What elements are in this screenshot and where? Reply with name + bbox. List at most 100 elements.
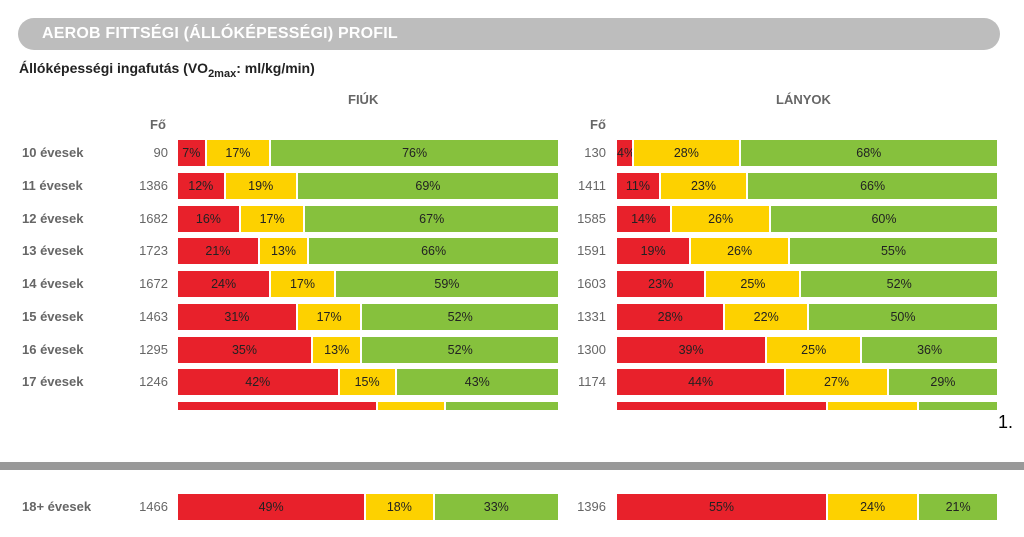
- bar-segment: 66%: [307, 238, 558, 264]
- bar-segment: 4%: [617, 140, 633, 166]
- panel-title-girls: LÁNYOK: [776, 92, 831, 107]
- data-label: 17%: [289, 277, 315, 291]
- data-label: 25%: [801, 343, 827, 357]
- bar-segment: 13%: [311, 337, 361, 363]
- cutoff-segment: [617, 402, 826, 410]
- stacked-bar: 19% 26% 55%: [617, 238, 997, 264]
- data-label: 11%: [625, 179, 650, 193]
- stacked-bar: 14% 26% 60%: [617, 206, 997, 232]
- subtitle-suffix: : ml/kg/min): [236, 60, 315, 76]
- sample-size: 1672: [139, 276, 168, 291]
- bar-segment: 69%: [295, 173, 558, 199]
- data-label: 59%: [434, 277, 460, 291]
- category-label: 16 évesek: [22, 342, 84, 357]
- bar-segment: 17%: [295, 304, 361, 330]
- category-label: 17 évesek: [22, 374, 84, 389]
- bar-segment: 36%: [860, 337, 997, 363]
- bar-segment: 14%: [617, 206, 671, 232]
- bar-segment: 52%: [360, 337, 558, 363]
- sample-size: 90: [153, 145, 168, 160]
- data-label: 68%: [856, 146, 882, 160]
- bar-segment: 67%: [303, 206, 558, 232]
- data-label: 36%: [917, 343, 943, 357]
- sample-size: 1386: [139, 178, 168, 193]
- bar-segment: 23%: [658, 173, 747, 199]
- bar-segment: 17%: [238, 206, 304, 232]
- sample-size: 1682: [139, 211, 168, 226]
- bar-segment: 17%: [204, 140, 270, 166]
- stacked-bar: 39% 25% 36%: [617, 337, 997, 363]
- data-label: 29%: [930, 375, 956, 389]
- data-label: 28%: [657, 310, 683, 324]
- bar-segment: 27%: [784, 369, 887, 395]
- sample-size: 1246: [139, 374, 168, 389]
- stacked-bar: 23% 25% 52%: [617, 271, 997, 297]
- subtitle-subscript: 2max: [208, 67, 237, 80]
- data-label: 28%: [673, 146, 699, 160]
- bar-segment: 12%: [178, 173, 224, 199]
- data-label: 27%: [823, 375, 849, 389]
- bar-segment: 28%: [617, 304, 724, 330]
- data-label: 39%: [678, 343, 704, 357]
- bar-segment: 24%: [826, 494, 918, 520]
- data-label: 4%: [617, 146, 632, 160]
- data-label: 12%: [188, 179, 214, 193]
- stacked-bar: 44% 27% 29%: [617, 369, 997, 395]
- data-label: 33%: [483, 500, 509, 514]
- bar-segment: 76%: [269, 140, 558, 166]
- bar-segment: 35%: [178, 337, 311, 363]
- data-label: 22%: [753, 310, 779, 324]
- bar-segment: 17%: [269, 271, 334, 297]
- data-label: 43%: [464, 375, 490, 389]
- stacked-bar: 24% 17% 59%: [178, 271, 558, 297]
- cutoff-segment: [178, 402, 376, 410]
- data-label: 21%: [945, 500, 971, 514]
- cutoff-segment: [917, 402, 997, 410]
- stacked-bar: 11% 23% 66%: [617, 173, 997, 199]
- stacked-bar: 28% 22% 50%: [617, 304, 997, 330]
- stacked-bar: 42% 15% 43%: [178, 369, 558, 395]
- bar-segment: 66%: [746, 173, 997, 199]
- stacked-bar: 7% 17% 76%: [178, 140, 558, 166]
- section-divider: [0, 462, 1024, 470]
- bar-segment: 25%: [704, 271, 800, 297]
- data-label: 7%: [182, 146, 201, 160]
- bar-segment: 25%: [765, 337, 861, 363]
- data-label: 26%: [708, 212, 734, 226]
- data-label: 69%: [415, 179, 441, 193]
- bar-segment: 43%: [394, 369, 558, 395]
- sample-size: 1295: [139, 342, 168, 357]
- sample-size: 1723: [139, 243, 168, 258]
- data-label: 17%: [316, 310, 342, 324]
- bar-segment: 21%: [178, 238, 258, 264]
- sample-size: 1300: [577, 342, 606, 357]
- subtitle-main: Állóképességi ingafutás (VO: [19, 60, 209, 76]
- category-label: 15 évesek: [22, 309, 84, 324]
- bar-segment: 60%: [769, 206, 997, 232]
- data-label: 16%: [195, 212, 221, 226]
- data-label: 24%: [211, 277, 237, 291]
- bar-segment: 42%: [178, 369, 338, 395]
- stacked-bar: 35% 13% 52%: [178, 337, 558, 363]
- bar-segment: 22%: [723, 304, 807, 330]
- data-label: 67%: [419, 212, 445, 226]
- bar-segment: 19%: [223, 173, 296, 199]
- data-label: 52%: [447, 310, 473, 324]
- data-label: 66%: [860, 179, 886, 193]
- data-label: 52%: [447, 343, 473, 357]
- bar-segment: 55%: [617, 494, 826, 520]
- sample-size: 1585: [577, 211, 606, 226]
- bar-segment: 11%: [617, 173, 659, 199]
- data-label: 17%: [225, 146, 251, 160]
- data-label: 52%: [886, 277, 912, 291]
- stacked-bar: 16% 17% 67%: [178, 206, 558, 232]
- bar-segment: 52%: [799, 271, 997, 297]
- data-label: 23%: [648, 277, 674, 291]
- bar-segment: 15%: [337, 369, 395, 395]
- data-label: 23%: [690, 179, 716, 193]
- data-label: 14%: [631, 212, 657, 226]
- data-label: 76%: [402, 146, 428, 160]
- data-label: 49%: [258, 500, 284, 514]
- stacked-bar: 55% 24% 21%: [617, 494, 997, 520]
- sample-size: 1463: [139, 309, 168, 324]
